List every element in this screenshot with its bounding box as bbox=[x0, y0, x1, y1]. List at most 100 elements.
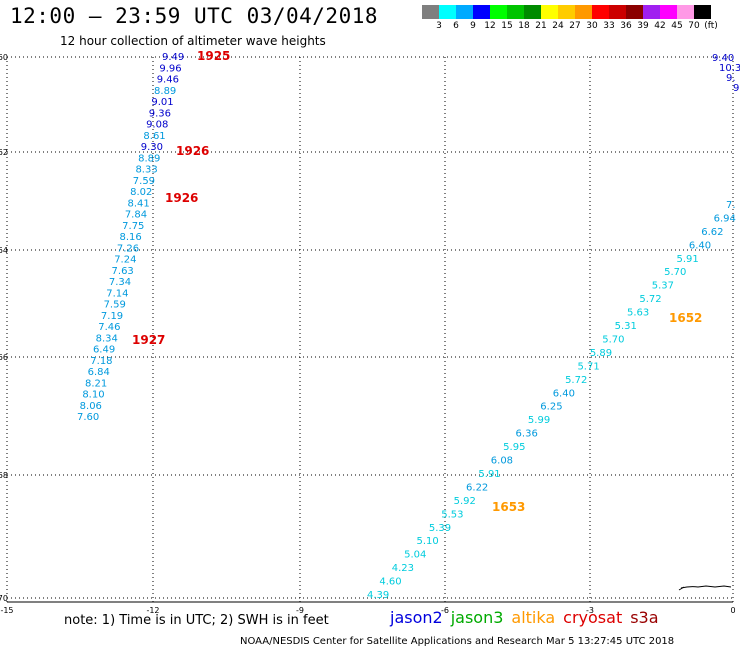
lon-label: -3 bbox=[586, 606, 594, 615]
wave-height-value: 7.59 bbox=[104, 300, 126, 311]
satellite-legend: jason2 jason3 altika cryosat s3a bbox=[390, 608, 667, 627]
wave-height-value: 7.24 bbox=[114, 255, 136, 266]
legend-swatch bbox=[541, 5, 558, 19]
wave-height-value: 5.91 bbox=[478, 469, 500, 480]
wave-height-value: 6.49 bbox=[93, 345, 115, 356]
satellite-name: altika bbox=[511, 608, 556, 627]
wave-height-value: 6.94 bbox=[714, 213, 736, 224]
wave-height-value: 9.49 bbox=[162, 52, 184, 63]
legend-tick-labels: 3 6 9 12 15 18 21 24 27 30 33 36 39 42 45 70 (ft) bbox=[422, 19, 718, 33]
legend-swatch bbox=[609, 5, 626, 19]
pass-time-label: 1925 bbox=[197, 49, 230, 63]
wave-height-value: 5.71 bbox=[577, 361, 599, 372]
wave-height-value: 5.10 bbox=[417, 536, 439, 547]
pass-time-label: 1652 bbox=[669, 311, 702, 325]
legend-tick-label: 18 bbox=[518, 21, 530, 31]
wave-height-value: 7.14 bbox=[106, 288, 128, 299]
legend-tick-label: 3 bbox=[436, 21, 442, 31]
wave-height-value: 5.53 bbox=[441, 509, 463, 520]
wave-height-value: 8.16 bbox=[120, 232, 142, 243]
wave-height-value: 9.36 bbox=[149, 108, 171, 119]
wave-height-value: 7.75 bbox=[122, 221, 144, 232]
legend-swatch bbox=[677, 5, 694, 19]
wave-height-value: 7.63 bbox=[112, 266, 134, 277]
satellite-name: cryosat bbox=[563, 608, 623, 627]
legend-tick-label: 21 bbox=[535, 21, 547, 31]
legend-swatch bbox=[422, 5, 439, 19]
wave-height-value: 9.30 bbox=[141, 142, 163, 153]
wave-height-value: 9.96 bbox=[159, 63, 181, 74]
lon-label: 0 bbox=[730, 606, 735, 615]
wave-height-value: 6.25 bbox=[540, 402, 562, 413]
wave-height-value: 8.06 bbox=[80, 401, 102, 412]
wave-height-value: 6.40 bbox=[553, 388, 575, 399]
wave-height-value: 5.70 bbox=[664, 267, 686, 278]
credit-line: NOAA/NESDIS Center for Satellite Applica… bbox=[240, 636, 675, 647]
wave-height-value: 6.22 bbox=[466, 482, 488, 493]
satellite-name: s3a bbox=[630, 608, 659, 627]
wave-height-value: 8.89 bbox=[154, 86, 176, 97]
wave-height-value: 7.46 bbox=[98, 322, 120, 333]
wave-height-value: 5.04 bbox=[404, 550, 426, 561]
pass-time-label: 1927 bbox=[132, 333, 165, 347]
wave-height-value: 7.84 bbox=[125, 210, 147, 221]
wave-height-value: 8.89 bbox=[138, 153, 160, 164]
wave-height-value: 6.08 bbox=[491, 456, 513, 467]
wave-height-value: 7.19 bbox=[101, 311, 123, 322]
wave-height-value: 5.72 bbox=[565, 375, 587, 386]
legend-tick-label: 39 bbox=[637, 21, 649, 31]
lon-label: -6 bbox=[441, 606, 449, 615]
legend-tick-label: 15 bbox=[501, 21, 513, 31]
legend-swatch bbox=[490, 5, 507, 19]
page-subtitle: 12 hour collection of altimeter wave hei… bbox=[60, 34, 326, 48]
wave-height-value: 7.26 bbox=[117, 243, 139, 254]
pass-time-label: 1926 bbox=[165, 191, 198, 205]
wave-height-value: 5.31 bbox=[615, 321, 637, 332]
wave-height-value: 5.89 bbox=[590, 348, 612, 359]
wave-height-value: 4.39 bbox=[367, 590, 389, 601]
wave-height-value: 8.61 bbox=[143, 131, 165, 142]
wave-height-value: 8.41 bbox=[127, 198, 149, 209]
legend-swatch bbox=[456, 5, 473, 19]
wave-height-value: 5.37 bbox=[652, 281, 674, 292]
wave-height-value: 5.92 bbox=[454, 496, 476, 507]
pass-time-label: 1926 bbox=[176, 144, 209, 158]
legend-swatch bbox=[439, 5, 456, 19]
wave-height-value: 4.23 bbox=[392, 563, 414, 574]
wave-height-value: 9.08 bbox=[146, 120, 168, 131]
lat-label: -60 bbox=[0, 53, 8, 62]
lon-label: -15 bbox=[0, 606, 13, 615]
wave-height-value: 9.46 bbox=[157, 75, 179, 86]
pass-time-labels: 1925 1926 1926 1927 1652 1653 bbox=[132, 49, 702, 514]
legend-swatch bbox=[575, 5, 592, 19]
legend-tick-label: 24 bbox=[552, 21, 564, 31]
wave-height-value: 5.63 bbox=[627, 308, 649, 319]
wave-height-value: 7.59 bbox=[133, 176, 155, 187]
wave-height-value: 8.10 bbox=[82, 390, 104, 401]
legend-tick-label: 27 bbox=[569, 21, 581, 31]
legend-swatch bbox=[626, 5, 643, 19]
color-scale-legend: 3 6 9 12 15 18 21 24 27 30 33 36 39 42 45 70 (ft) bbox=[422, 5, 718, 33]
wave-height-value: 5.99 bbox=[528, 415, 550, 426]
wave-height-value: 5.72 bbox=[639, 294, 661, 305]
legend-swatch bbox=[558, 5, 575, 19]
legend-tick-label: 36 bbox=[620, 21, 632, 31]
wave-height-value: 5.91 bbox=[676, 254, 698, 265]
wave-height-tracks: 9.499.969.468.899.019.369.088.619.308.89… bbox=[77, 52, 740, 601]
legend-swatch bbox=[524, 5, 541, 19]
page-title: 12:00 – 23:59 UTC 03/04/2018 bbox=[10, 4, 379, 28]
wave-height-value: 7.34 bbox=[109, 277, 131, 288]
lat-label: -62 bbox=[0, 148, 8, 157]
legend-swatch bbox=[507, 5, 524, 19]
wave-height-value: 9. bbox=[726, 73, 736, 84]
axis-labels: -60 -62 -64 -66 -68 -70 -15 -12 -9 -6 -3 0 bbox=[0, 53, 736, 615]
wave-height-value: 6.62 bbox=[701, 227, 723, 238]
wave-height-value: 4.60 bbox=[379, 577, 401, 588]
wave-height-value: 7.18 bbox=[90, 356, 112, 367]
satellite-name: jason2 bbox=[390, 608, 443, 627]
lon-label: -12 bbox=[146, 606, 159, 615]
legend-tick-label: (ft) bbox=[704, 21, 718, 31]
legend-swatch bbox=[643, 5, 660, 19]
wave-height-value: 9 bbox=[733, 83, 739, 94]
